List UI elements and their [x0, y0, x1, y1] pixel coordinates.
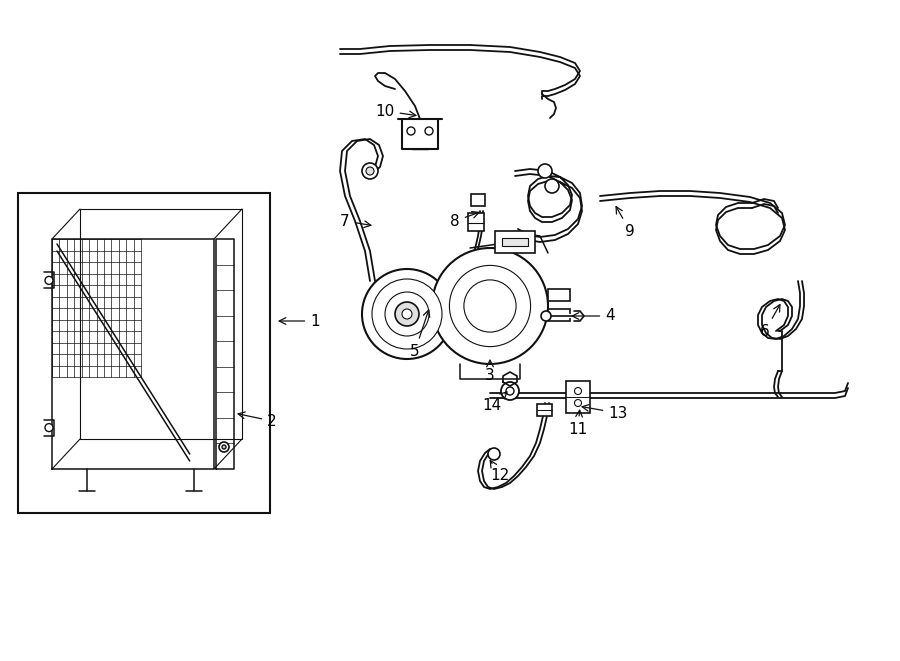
- Text: 9: 9: [616, 207, 634, 239]
- Bar: [471, 194, 485, 206]
- Bar: [566, 381, 590, 413]
- Circle shape: [366, 167, 374, 175]
- Circle shape: [574, 399, 581, 407]
- Text: 3: 3: [485, 360, 495, 383]
- Bar: [18, 193, 270, 513]
- Bar: [548, 289, 570, 301]
- Circle shape: [506, 387, 514, 395]
- Circle shape: [425, 127, 433, 135]
- Text: 8: 8: [450, 212, 479, 229]
- Bar: [495, 231, 535, 253]
- Circle shape: [449, 266, 531, 346]
- Circle shape: [395, 302, 419, 326]
- Text: 11: 11: [569, 410, 588, 436]
- Text: 1: 1: [279, 313, 320, 329]
- Text: 2: 2: [238, 412, 277, 428]
- Text: 13: 13: [582, 405, 627, 420]
- Bar: [468, 213, 484, 231]
- Circle shape: [488, 448, 500, 460]
- Circle shape: [385, 292, 429, 336]
- Circle shape: [222, 445, 226, 449]
- Text: 4: 4: [572, 309, 615, 323]
- Text: 14: 14: [482, 392, 507, 414]
- Circle shape: [464, 280, 516, 332]
- Circle shape: [402, 309, 412, 319]
- Circle shape: [545, 179, 559, 193]
- Circle shape: [362, 269, 452, 359]
- Circle shape: [407, 127, 415, 135]
- Circle shape: [541, 311, 551, 321]
- Circle shape: [501, 382, 519, 400]
- Bar: [502, 238, 528, 246]
- Circle shape: [538, 164, 552, 178]
- Circle shape: [432, 248, 548, 364]
- Text: 6: 6: [760, 305, 780, 338]
- Text: 5: 5: [410, 310, 429, 358]
- Bar: [537, 404, 552, 416]
- Circle shape: [219, 442, 229, 452]
- Circle shape: [372, 279, 442, 349]
- Circle shape: [362, 163, 378, 179]
- Text: 10: 10: [375, 104, 416, 118]
- Circle shape: [574, 387, 581, 395]
- Text: 7: 7: [340, 214, 371, 229]
- Text: 12: 12: [491, 461, 509, 483]
- Bar: [548, 309, 570, 321]
- Circle shape: [45, 276, 53, 284]
- Circle shape: [45, 424, 53, 432]
